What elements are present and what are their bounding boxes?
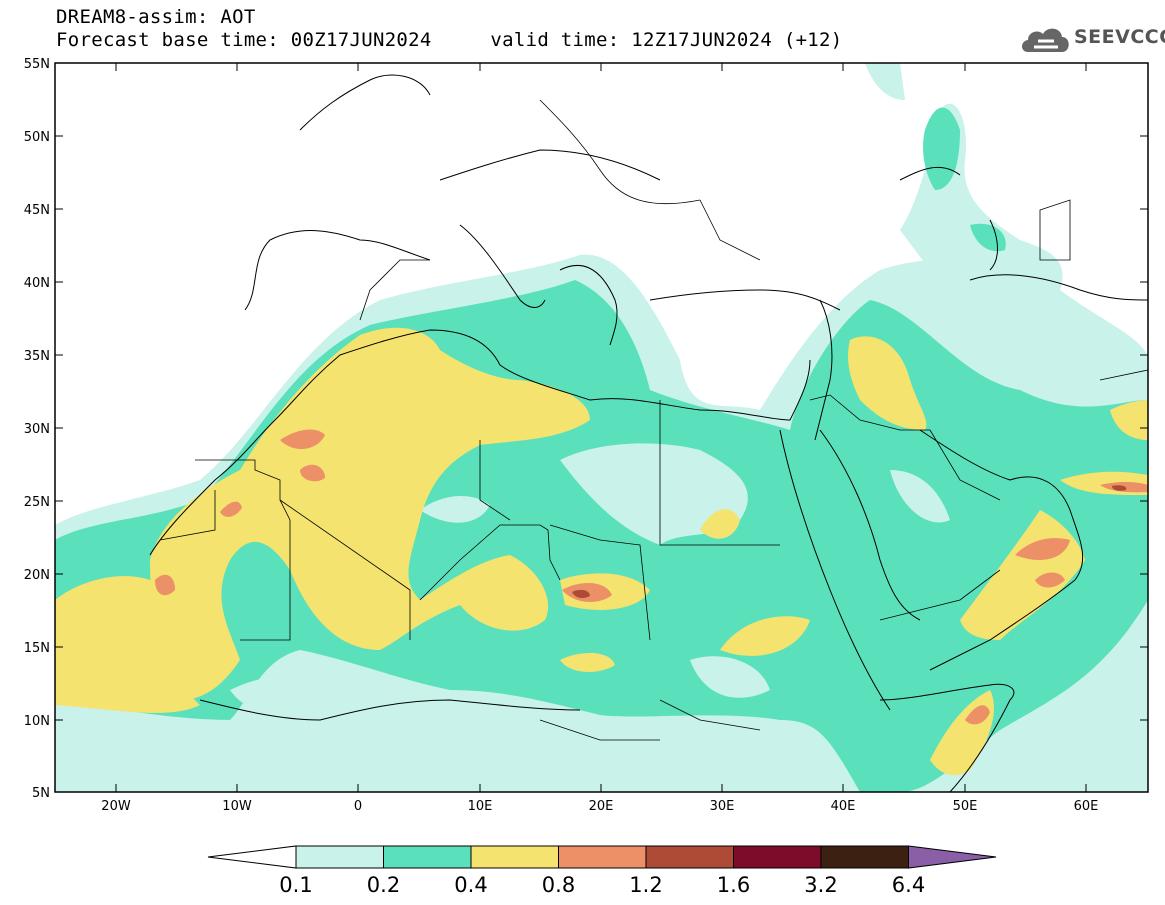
borders (159, 99, 1148, 741)
lon-label-20e: 20E (589, 799, 614, 814)
aot-holes (230, 443, 950, 714)
seevccc-logo: SEEVCCC (1018, 22, 1165, 58)
lat-label-35n: 35N (24, 349, 50, 364)
valid-time: valid time: 12Z17JUN2024 (+12) (490, 29, 843, 51)
lon-label-20w: 20W (101, 799, 131, 814)
lon-label-10e: 10E (468, 799, 493, 814)
lat-axis: 55N 50N 45N 40N 35N 30N 25N 20N 15N 10N … (24, 57, 1148, 801)
lon-label-50e: 50E (953, 799, 978, 814)
colorbar-label-3: 0.8 (542, 873, 575, 897)
colorbar-label-5: 1.6 (717, 873, 750, 897)
lon-label-10w: 10W (222, 799, 252, 814)
lat-label-20n: 20N (24, 568, 50, 583)
lat-label-50n: 50N (24, 130, 50, 145)
colorbar-under-arrow (207, 845, 297, 869)
colorbar-label-2: 0.4 (454, 873, 487, 897)
colorbar-label-4: 1.2 (629, 873, 662, 897)
colorbar: 0.1 0.2 0.4 0.8 1.2 1.6 3.2 6.4 (207, 845, 997, 897)
lon-label-30e: 30E (710, 799, 735, 814)
lat-label-40n: 40N (24, 276, 50, 291)
colorbar-cell-4 (645, 845, 734, 869)
colorbar-label-6: 3.2 (804, 873, 837, 897)
colorbar-cell-2 (470, 845, 559, 869)
colorbar-cell-1 (383, 845, 472, 869)
colorbar-label-1: 0.2 (367, 873, 400, 897)
coastlines (149, 74, 1148, 792)
map-title: DREAM8-assim: AOT (56, 6, 256, 28)
time-line: Forecast base time: 00Z17JUN2024 valid t… (56, 29, 843, 52)
lat-label-25n: 25N (24, 495, 50, 510)
lon-label-60e: 60E (1074, 799, 1099, 814)
colorbar-cell-5 (733, 845, 822, 869)
logo-text: SEEVCCC (1074, 26, 1165, 48)
lon-label-0: 0 (354, 799, 362, 814)
colorbar-label-0: 0.1 (279, 873, 312, 897)
aot-band-1.2 (572, 485, 1127, 599)
lat-label-15n: 15N (24, 641, 50, 656)
lat-label-55n: 55N (24, 57, 50, 72)
forecast-base-time: Forecast base time: 00Z17JUN2024 (56, 29, 432, 51)
colorbar-cell-3 (558, 845, 647, 869)
lon-label-40e: 40E (831, 799, 856, 814)
lat-label-10n: 10N (24, 714, 50, 729)
colorbar-over-arrow (908, 845, 997, 869)
colorbar-cell-6 (820, 845, 909, 869)
cloud-icon (1022, 28, 1069, 52)
lat-label-30n: 30N (24, 422, 50, 437)
lon-axis: 20W 10W 0 10E 20E 30E 40E 50E 60E (101, 63, 1098, 814)
colorbar-cell-0 (295, 845, 384, 869)
lat-label-5n: 5N (32, 786, 50, 801)
map-header: DREAM8-assim: AOT Forecast base time: 00… (56, 6, 843, 52)
lat-label-45n: 45N (24, 203, 50, 218)
aot-field (55, 63, 1148, 792)
colorbar-label-7: 6.4 (892, 873, 925, 897)
